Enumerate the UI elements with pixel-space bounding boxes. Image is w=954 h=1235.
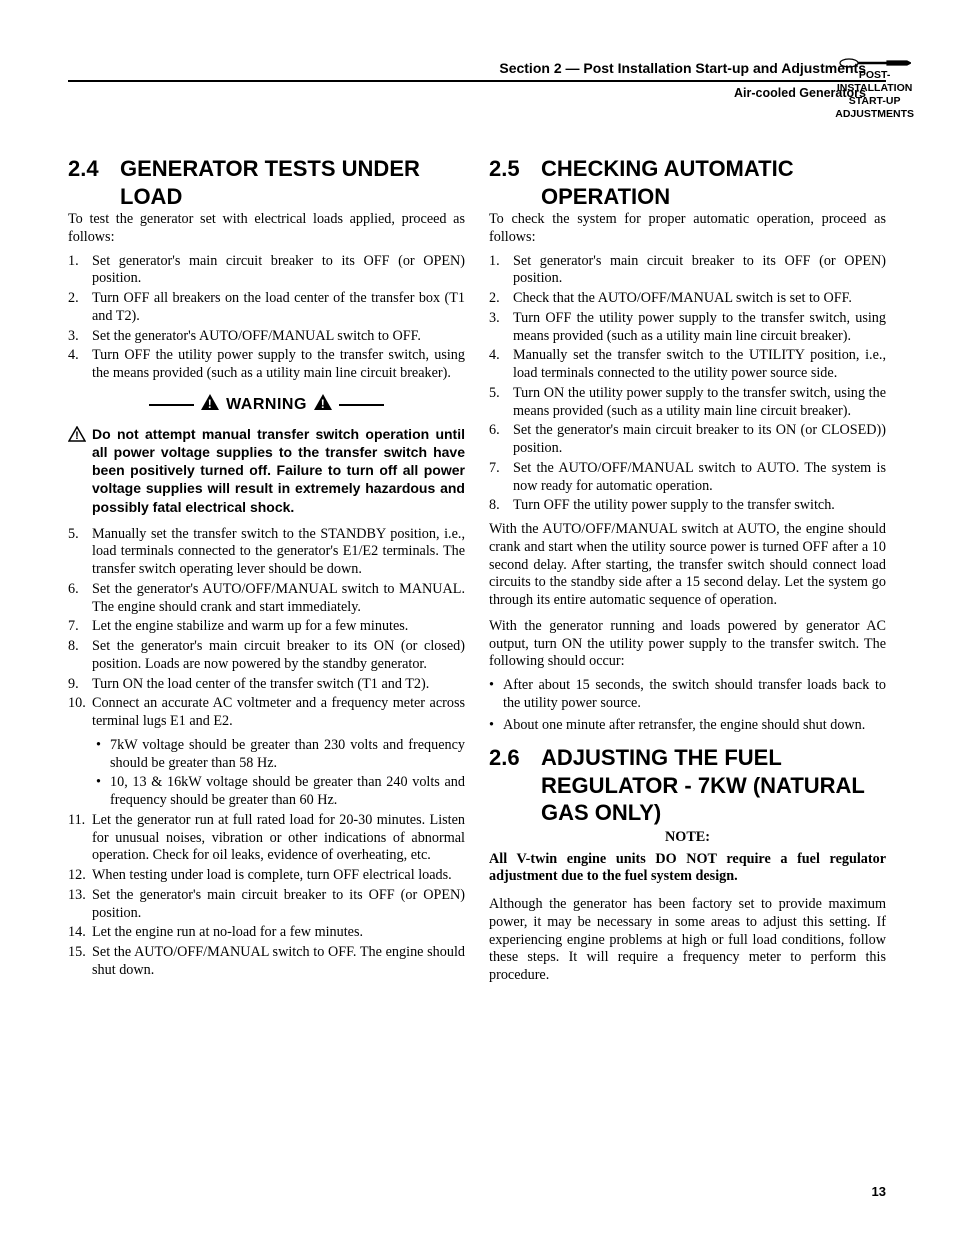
heading-num: 2.5 [489,155,541,183]
warning-banner: ! WARNING ! [68,393,465,417]
s25-list: 1.Set generator's main circuit breaker t… [489,253,886,516]
page-number: 13 [872,1184,886,1199]
header-block: Section 2 — Post Installation Start-up a… [68,60,886,100]
page: Section 2 — Post Installation Start-up a… [0,0,954,1235]
content-columns: 2.4 GENERATOR TESTS UNDER LOAD To test t… [68,155,886,991]
heading-title: GENERATOR TESTS UNDER LOAD [120,155,465,210]
list-item: 13.Set the generator's main circuit brea… [68,887,465,923]
s25-para2: With the generator running and loads pow… [489,618,886,671]
warning-body: Do not attempt manual transfer switch op… [92,426,465,515]
s24-list-b: 5.Manually set the transfer switch to th… [68,526,465,731]
list-item: 11.Let the generator run at full rated l… [68,812,465,865]
sub-item: •7kW voltage should be greater than 230 … [96,737,465,773]
list-item: 7.Let the engine stabilize and warm up f… [68,618,465,636]
s25-bullets: •After about 15 seconds, the switch shou… [489,677,886,734]
header-left: Section 2 — Post Installation Start-up a… [68,60,886,78]
list-item: 5.Manually set the transfer switch to th… [68,526,465,579]
s25-intro: To check the system for proper automatic… [489,211,886,247]
s25-para1: With the AUTO/OFF/MANUAL switch at AUTO,… [489,521,886,610]
sub-header: Air-cooled Generators [68,86,886,100]
heading-num: 2.6 [489,744,541,772]
heading-2-4: 2.4 GENERATOR TESTS UNDER LOAD [68,155,465,210]
list-item: 15.Set the AUTO/OFF/MANUAL switch to OFF… [68,944,465,980]
svg-text:!: ! [321,397,326,411]
right-column: 2.5 CHECKING AUTOMATIC OPERATION To chec… [489,155,886,991]
list-item: 3.Set the generator's AUTO/OFF/MANUAL sw… [68,328,465,346]
warning-label: WARNING [226,395,307,415]
list-item: 9.Turn ON the load center of the transfe… [68,676,465,694]
heading-title: ADJUSTING THE FUEL REGULATOR - 7KW (NATU… [541,744,886,827]
heading-num: 2.4 [68,155,120,183]
s24-list-c: 11.Let the generator run at full rated l… [68,812,465,980]
heading-2-6: 2.6 ADJUSTING THE FUEL REGULATOR - 7KW (… [489,744,886,827]
section-title: Section 2 — Post Installation Start-up a… [499,60,866,76]
rule-left [149,404,194,406]
list-item: 5.Turn ON the utility power supply to th… [489,385,886,421]
warning-text: ! Do not attempt manual transfer switch … [68,425,465,516]
svg-text:!: ! [75,430,79,442]
list-item: 1.Set generator's main circuit breaker t… [489,253,886,289]
warning-triangle-small-icon: ! [68,426,86,446]
note-label: NOTE: [489,829,886,847]
list-item: 1.Set generator's main circuit breaker t… [68,253,465,289]
list-item: 6.Set the generator's main circuit break… [489,422,886,458]
s24-sub10: •7kW voltage should be greater than 230 … [96,737,465,810]
bullet-item: •After about 15 seconds, the switch shou… [489,677,886,713]
note-text: All V-twin engine units DO NOT require a… [489,851,886,887]
list-item: 12.When testing under load is complete, … [68,867,465,885]
heading-2-5: 2.5 CHECKING AUTOMATIC OPERATION [489,155,886,210]
list-item: 8.Set the generator's main circuit break… [68,638,465,674]
warning-triangle-left-icon: ! [200,393,220,417]
list-item: 4.Turn OFF the utility power supply to t… [68,347,465,383]
header-badge: POST- INSTALLATION START-UP ADJUSTMENTS [835,55,914,122]
s24-intro: To test the generator set with electrica… [68,211,465,247]
list-item: 8.Turn OFF the utility power supply to t… [489,497,886,515]
list-item: 2.Turn OFF all breakers on the load cent… [68,290,465,326]
bullet-item: •About one minute after retransfer, the … [489,717,886,735]
badge-line-3: START-UP [835,95,914,108]
list-item: 14.Let the engine run at no-load for a f… [68,924,465,942]
list-item: 2.Check that the AUTO/OFF/MANUAL switch … [489,290,886,308]
header-rule: Section 2 — Post Installation Start-up a… [68,60,886,82]
list-item: 3.Turn OFF the utility power supply to t… [489,310,886,346]
heading-title: CHECKING AUTOMATIC OPERATION [541,155,886,210]
left-column: 2.4 GENERATOR TESTS UNDER LOAD To test t… [68,155,465,991]
sub-item: •10, 13 & 16kW voltage should be greater… [96,774,465,810]
badge-line-1: POST- [859,69,891,81]
s24-list-a: 1.Set generator's main circuit breaker t… [68,253,465,383]
rule-right [339,404,384,406]
list-item: 4.Manually set the transfer switch to th… [489,347,886,383]
s26-para: Although the generator has been factory … [489,896,886,985]
warning-triangle-right-icon: ! [313,393,333,417]
list-item: 6.Set the generator's AUTO/OFF/MANUAL sw… [68,581,465,617]
list-item: 7.Set the AUTO/OFF/MANUAL switch to AUTO… [489,460,886,496]
badge-line-4: ADJUSTMENTS [835,108,914,121]
svg-text:!: ! [208,397,213,411]
badge-line-2: INSTALLATION [835,82,914,95]
list-item: 10.Connect an accurate AC voltmeter and … [68,695,465,731]
